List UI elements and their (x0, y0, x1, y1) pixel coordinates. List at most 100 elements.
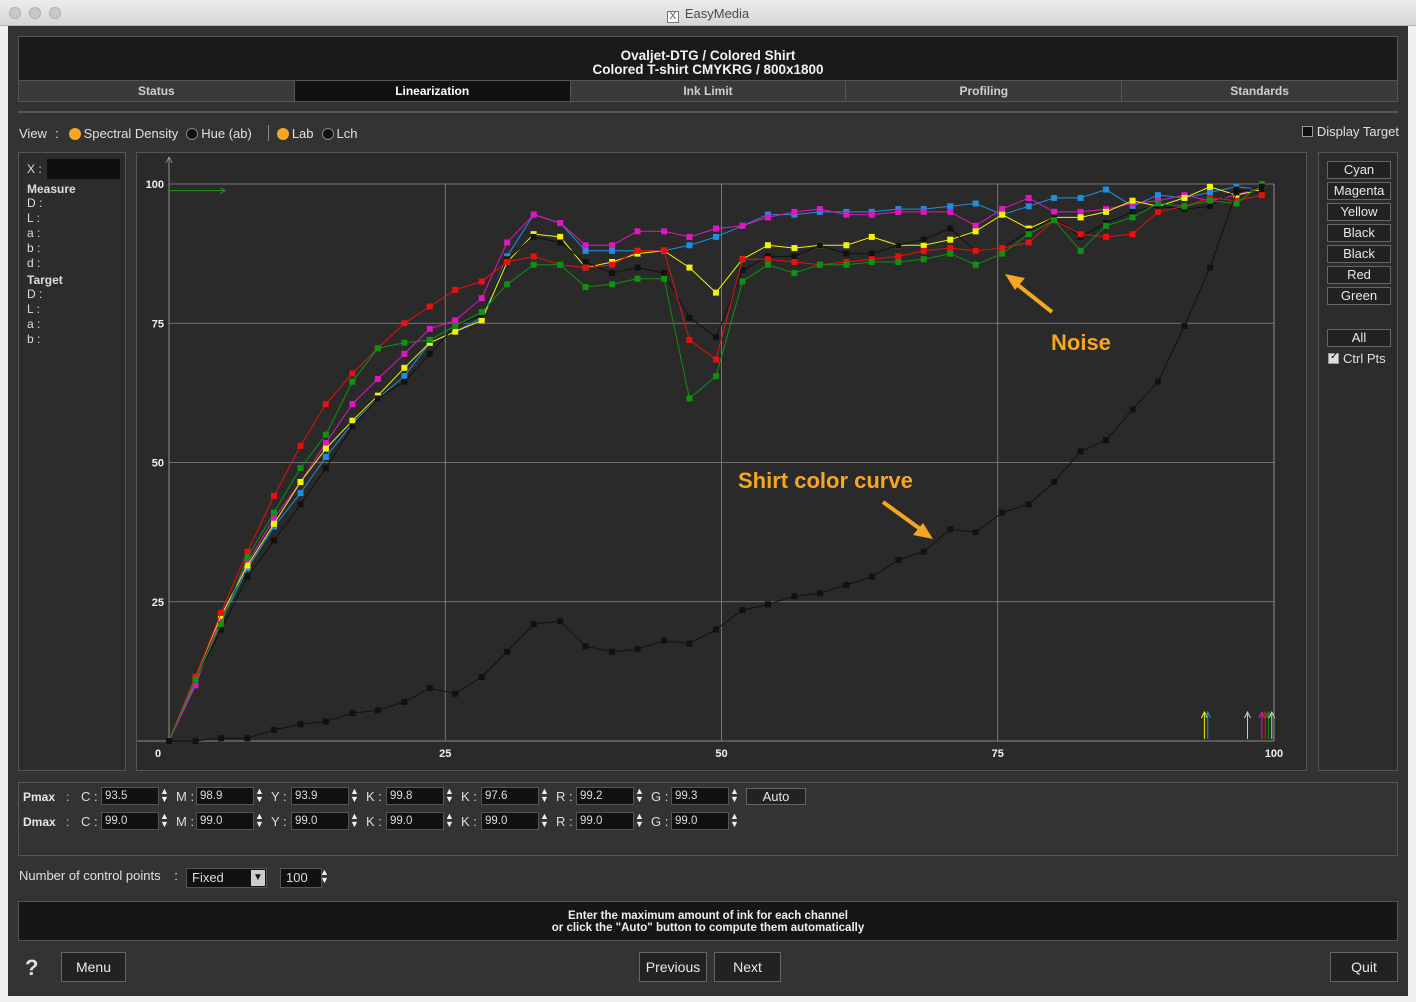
data-point[interactable] (217, 621, 224, 628)
dmax-value-input[interactable]: 99.0 (386, 812, 444, 830)
dmax-value-input[interactable]: 99.0 (481, 812, 539, 830)
radio-lab[interactable]: Lab (276, 126, 314, 141)
data-point[interactable] (791, 253, 798, 260)
data-point[interactable] (1154, 208, 1161, 215)
data-point[interactable] (1206, 264, 1213, 271)
data-point[interactable] (764, 601, 771, 608)
data-point[interactable] (322, 431, 329, 438)
data-point[interactable] (686, 395, 693, 402)
data-point[interactable] (895, 242, 902, 249)
data-point[interactable] (217, 626, 224, 633)
data-point[interactable] (504, 258, 511, 265)
channel-black2-button[interactable]: Black (1327, 245, 1391, 263)
data-point[interactable] (244, 562, 251, 569)
pmax-value-input[interactable]: 99.3 (671, 787, 729, 805)
data-point[interactable] (270, 509, 277, 516)
data-point[interactable] (374, 375, 381, 382)
data-point[interactable] (478, 673, 485, 680)
data-point[interactable] (868, 233, 875, 240)
data-point[interactable] (661, 247, 668, 254)
chart-svg[interactable]: 0 25 50 75 100 25 50 75 100 Noise Shirt color cur… (137, 153, 1306, 770)
data-point[interactable] (868, 573, 875, 580)
data-point[interactable] (686, 314, 693, 321)
data-point[interactable] (401, 373, 408, 380)
data-point[interactable] (999, 211, 1006, 218)
dmax-stepper[interactable]: ▲ ▼ (635, 811, 644, 829)
channel-cyan-button[interactable]: Cyan (1327, 161, 1391, 179)
data-point[interactable] (1181, 323, 1188, 330)
data-point[interactable] (426, 350, 433, 357)
data-point[interactable] (166, 738, 172, 744)
tab-status[interactable]: Status (18, 80, 294, 102)
data-point[interactable] (634, 264, 641, 271)
data-point[interactable] (582, 258, 589, 265)
dropdown-arrow-icon[interactable]: ▼ (251, 870, 265, 886)
data-point[interactable] (712, 626, 719, 633)
dmax-value-input[interactable]: 99.0 (291, 812, 349, 830)
data-point[interactable] (764, 261, 771, 268)
data-point[interactable] (895, 208, 902, 215)
data-point[interactable] (322, 440, 329, 447)
data-point[interactable] (1103, 437, 1110, 444)
data-point[interactable] (270, 537, 277, 544)
data-point[interactable] (401, 378, 408, 385)
data-point[interactable] (270, 515, 277, 522)
data-point[interactable] (999, 206, 1006, 213)
data-point[interactable] (426, 336, 433, 343)
data-point[interactable] (764, 256, 771, 263)
data-point[interactable] (739, 278, 746, 285)
data-point[interactable] (816, 261, 823, 268)
data-point[interactable] (582, 264, 589, 271)
data-point[interactable] (452, 317, 459, 324)
data-point[interactable] (1077, 448, 1084, 455)
data-point[interactable] (401, 320, 408, 327)
data-point[interactable] (739, 267, 746, 274)
data-point[interactable] (609, 281, 616, 288)
data-point[interactable] (1103, 222, 1110, 229)
data-point[interactable] (192, 676, 199, 683)
data-point[interactable] (1233, 200, 1240, 207)
data-point[interactable] (504, 648, 511, 655)
data-point[interactable] (478, 317, 485, 324)
close-window-icon[interactable] (9, 7, 21, 19)
data-point[interactable] (712, 334, 719, 341)
pmax-stepper[interactable]: ▲ ▼ (160, 786, 169, 804)
data-point[interactable] (868, 211, 875, 218)
series-line[interactable] (168, 186, 1262, 742)
series-line[interactable] (168, 189, 1262, 742)
pmax-stepper[interactable]: ▲ ▼ (540, 786, 549, 804)
data-point[interactable] (401, 699, 408, 706)
data-point[interactable] (349, 370, 356, 377)
auto-button[interactable]: Auto (746, 788, 806, 805)
data-point[interactable] (791, 270, 798, 277)
data-point[interactable] (270, 726, 277, 733)
quit-button[interactable]: Quit (1330, 952, 1398, 982)
data-point[interactable] (244, 548, 251, 555)
data-point[interactable] (609, 242, 616, 249)
data-point[interactable] (920, 242, 927, 249)
data-point[interactable] (452, 286, 459, 293)
data-point[interactable] (1025, 231, 1032, 238)
data-point[interactable] (791, 245, 798, 252)
data-point[interactable] (1181, 194, 1188, 201)
data-point[interactable] (1258, 192, 1265, 199)
data-point[interactable] (349, 401, 356, 408)
data-point[interactable] (1154, 192, 1161, 199)
data-point[interactable] (1206, 189, 1213, 196)
data-point[interactable] (1154, 200, 1161, 207)
data-point[interactable] (920, 247, 927, 254)
data-point[interactable] (947, 208, 954, 215)
linearization-chart[interactable]: 0 25 50 75 100 25 50 75 100 Noise Shirt color cur… (136, 152, 1307, 771)
data-point[interactable] (920, 548, 927, 555)
data-point[interactable] (816, 242, 823, 249)
data-point[interactable] (634, 646, 641, 653)
data-point[interactable] (478, 309, 485, 316)
data-point[interactable] (582, 284, 589, 291)
data-point[interactable] (712, 356, 719, 363)
dmax-value-input[interactable]: 99.0 (196, 812, 254, 830)
data-point[interactable] (1129, 231, 1136, 238)
data-point[interactable] (1025, 239, 1032, 246)
data-point[interactable] (609, 648, 616, 655)
display-target-checkbox[interactable]: Display Target (1301, 124, 1399, 139)
pmax-value-input[interactable]: 99.8 (386, 787, 444, 805)
